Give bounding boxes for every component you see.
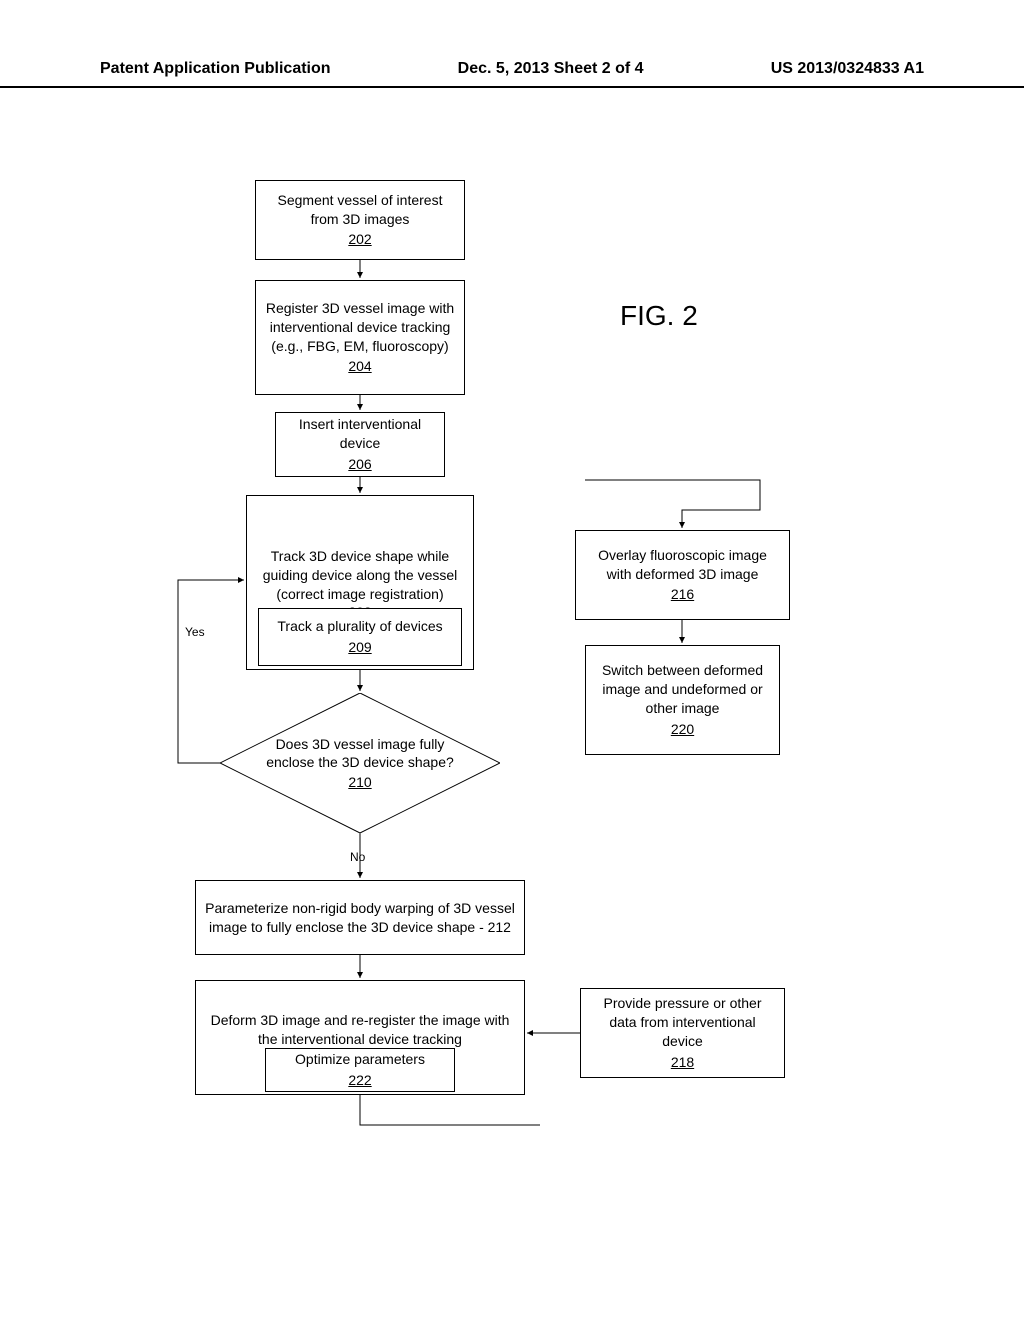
box-text: Segment vessel of interest from 3D image… — [264, 191, 456, 229]
box-218: Provide pressure or other data from inte… — [580, 988, 785, 1078]
box-ref: 206 — [348, 455, 371, 474]
box-ref: 222 — [348, 1071, 371, 1090]
box-text: Switch between deformed image and undefo… — [594, 661, 771, 718]
box-ref: 216 — [671, 585, 694, 604]
box-ref: 204 — [348, 357, 371, 376]
box-220: Switch between deformed image and undefo… — [585, 645, 780, 755]
box-216: Overlay fluoroscopic image with deformed… — [575, 530, 790, 620]
box-ref: 220 — [671, 720, 694, 739]
box-204: Register 3D vessel image with interventi… — [255, 280, 465, 395]
box-222: Optimize parameters 222 — [265, 1048, 455, 1092]
decision-ref: 210 — [348, 773, 371, 791]
box-text: Parameterize non-rigid body warping of 3… — [204, 899, 516, 937]
box-text: Track a plurality of devices — [277, 617, 442, 636]
box-ref: 218 — [671, 1053, 694, 1072]
box-text: Register 3D vessel image with interventi… — [264, 299, 456, 356]
flowchart-canvas: Segment vessel of interest from 3D image… — [0, 150, 1024, 1250]
decision-210: Does 3D vessel image fully enclose the 3… — [220, 693, 500, 833]
box-209: Track a plurality of devices 209 — [258, 608, 462, 666]
box-206: Insert interventional device 206 — [275, 412, 445, 477]
header-center: Dec. 5, 2013 Sheet 2 of 4 — [458, 60, 644, 78]
page-header: Patent Application Publication Dec. 5, 2… — [0, 60, 1024, 88]
box-212: Parameterize non-rigid body warping of 3… — [195, 880, 525, 955]
header-right: US 2013/0324833 A1 — [771, 60, 924, 78]
header-left: Patent Application Publication — [100, 60, 331, 78]
box-text: Provide pressure or other data from inte… — [589, 994, 776, 1051]
box-text: Insert interventional device — [284, 415, 436, 453]
label-yes: Yes — [185, 625, 205, 639]
box-text: Overlay fluoroscopic image with deformed… — [584, 546, 781, 584]
decision-text: Does 3D vessel image fully enclose the 3… — [250, 735, 470, 771]
box-text: Optimize parameters — [295, 1050, 425, 1069]
box-ref: 209 — [348, 638, 371, 657]
box-202: Segment vessel of interest from 3D image… — [255, 180, 465, 260]
box-ref: 202 — [348, 230, 371, 249]
label-no: No — [350, 850, 365, 864]
